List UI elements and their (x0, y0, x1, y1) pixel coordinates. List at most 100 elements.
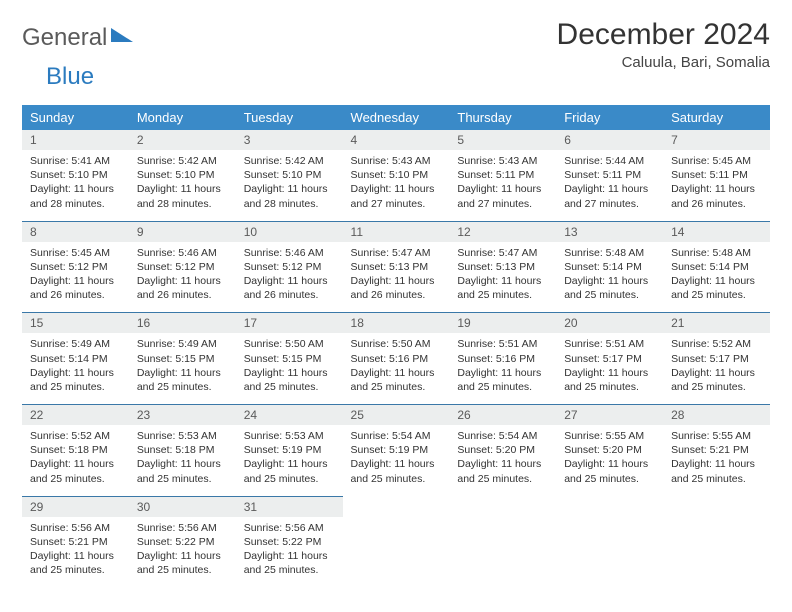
calendar-cell: 4Sunrise: 5:43 AMSunset: 5:10 PMDaylight… (343, 130, 450, 221)
day-number: 17 (236, 312, 343, 333)
day-number: 13 (556, 221, 663, 242)
sunrise-line: Sunrise: 5:45 AM (30, 246, 121, 260)
sunset-line: Sunset: 5:15 PM (137, 352, 228, 366)
day-number: 19 (449, 312, 556, 333)
calendar-cell: 24Sunrise: 5:53 AMSunset: 5:19 PMDayligh… (236, 404, 343, 496)
calendar-cell: 25 Sunrise: 5:54 AMSunset: 5:19 PMDayligh… (343, 404, 450, 496)
day-details: Sunrise: 5:53 AMSunset: 5:19 PMDaylight:… (236, 425, 343, 496)
sunset-line: Sunset: 5:22 PM (137, 535, 228, 549)
day-number: 30 (129, 496, 236, 517)
calendar-cell: 1Sunrise: 5:41 AMSunset: 5:10 PMDaylight… (22, 130, 129, 221)
sunset-line: Sunset: 5:11 PM (457, 168, 548, 182)
daylight-line: Daylight: 11 hours and 26 minutes. (351, 274, 442, 302)
day-details: Sunrise: 5:44 AMSunset: 5:11 PMDaylight:… (556, 150, 663, 221)
day-number: 6 (556, 130, 663, 150)
sunrise-line: Sunrise: 5:42 AM (244, 154, 335, 168)
sunrise-line: Sunrise: 5:42 AM (137, 154, 228, 168)
sunset-line: Sunset: 5:14 PM (671, 260, 762, 274)
sunrise-line: Sunrise: 5:44 AM (564, 154, 655, 168)
day-number: 23 (129, 404, 236, 425)
day-number: 10 (236, 221, 343, 242)
day-details: Sunrise: 5:48 AMSunset: 5:14 PMDaylight:… (556, 242, 663, 313)
calendar-cell: 14Sunrise: 5:48 AMSunset: 5:14 PMDayligh… (663, 221, 770, 313)
day-header-sunday: Sunday (22, 105, 129, 130)
sunrise-line: Sunrise: 5:52 AM (671, 337, 762, 351)
day-number: 31 (236, 496, 343, 517)
sunset-line: Sunset: 5:13 PM (457, 260, 548, 274)
sunset-line: Sunset: 5:17 PM (671, 352, 762, 366)
day-details: Sunrise: 5:49 AMSunset: 5:15 PMDaylight:… (129, 333, 236, 404)
calendar-cell: 6Sunrise: 5:44 AMSunset: 5:11 PMDaylight… (556, 130, 663, 221)
daylight-line: Daylight: 11 hours and 25 minutes. (30, 366, 121, 394)
daylight-line: Daylight: 11 hours and 28 minutes. (244, 182, 335, 210)
calendar-cell: 23Sunrise: 5:53 AMSunset: 5:18 PMDayligh… (129, 404, 236, 496)
sunset-line: Sunset: 5:17 PM (564, 352, 655, 366)
sunset-line: Sunset: 5:16 PM (457, 352, 548, 366)
daylight-line: Daylight: 11 hours and 25 minutes. (564, 274, 655, 302)
logo: General (22, 18, 135, 52)
calendar-cell: 19Sunrise: 5:51 AMSunset: 5:16 PMDayligh… (449, 312, 556, 404)
day-header-tuesday: Tuesday (236, 105, 343, 130)
daylight-line: Daylight: 11 hours and 25 minutes. (244, 549, 335, 577)
day-number: 15 (22, 312, 129, 333)
calendar-week-row: 15Sunrise: 5:49 AMSunset: 5:14 PMDayligh… (22, 312, 770, 404)
day-number: 9 (129, 221, 236, 242)
calendar-cell: .. (556, 496, 663, 588)
calendar-week-row: 22Sunrise: 5:52 AMSunset: 5:18 PMDayligh… (22, 404, 770, 496)
daylight-line: Daylight: 11 hours and 28 minutes. (137, 182, 228, 210)
day-number: 25 (343, 404, 450, 425)
day-details: Sunrise: 5:51 AMSunset: 5:17 PMDaylight:… (556, 333, 663, 404)
sunrise-line: Sunrise: 5:56 AM (137, 521, 228, 535)
daylight-line: Daylight: 11 hours and 25 minutes. (671, 457, 762, 485)
day-details: Sunrise: 5:56 AMSunset: 5:21 PMDaylight:… (22, 517, 129, 588)
day-number: 11 (343, 221, 450, 242)
calendar-cell: 22Sunrise: 5:52 AMSunset: 5:18 PMDayligh… (22, 404, 129, 496)
daylight-line: Daylight: 11 hours and 26 minutes. (137, 274, 228, 302)
title-block: December 2024 Caluula, Bari, Somalia (557, 18, 770, 71)
sunrise-line: Sunrise: 5:41 AM (30, 154, 121, 168)
day-number: 14 (663, 221, 770, 242)
day-header-friday: Friday (556, 105, 663, 130)
daylight-line: Daylight: 11 hours and 25 minutes. (30, 457, 121, 485)
calendar-cell: 21 Sunrise: 5:52 AMSunset: 5:17 PMDayligh… (663, 312, 770, 404)
daylight-line: Daylight: 11 hours and 25 minutes. (351, 366, 442, 394)
day-number: 2 (129, 130, 236, 150)
logo-text-blue: Blue (46, 63, 94, 90)
daylight-line: Daylight: 11 hours and 27 minutes. (457, 182, 548, 210)
daylight-line: Daylight: 11 hours and 26 minutes. (671, 182, 762, 210)
day-number: 5 (449, 130, 556, 150)
sunrise-line: Sunrise: 5:55 AM (564, 429, 655, 443)
daylight-line: Daylight: 11 hours and 28 minutes. (30, 182, 121, 210)
day-number: 12 (449, 221, 556, 242)
sunrise-line: Sunrise: 5:50 AM (244, 337, 335, 351)
day-number: 7 (663, 130, 770, 150)
calendar-cell: 12Sunrise: 5:47 AMSunset: 5:13 PMDayligh… (449, 221, 556, 313)
sunset-line: Sunset: 5:10 PM (30, 168, 121, 182)
sunset-line: Sunset: 5:19 PM (351, 443, 442, 457)
daylight-line: Daylight: 11 hours and 25 minutes. (351, 457, 442, 485)
day-number: 26 (449, 404, 556, 425)
calendar-cell: 3Sunrise: 5:42 AMSunset: 5:10 PMDaylight… (236, 130, 343, 221)
sunrise-line: Sunrise: 5:52 AM (30, 429, 121, 443)
sunrise-line: Sunrise: 5:55 AM (671, 429, 762, 443)
day-details: Sunrise: 5:53 AMSunset: 5:18 PMDaylight:… (129, 425, 236, 496)
calendar-cell: 11Sunrise: 5:47 AMSunset: 5:13 PMDayligh… (343, 221, 450, 313)
daylight-line: Daylight: 11 hours and 25 minutes. (30, 549, 121, 577)
sunset-line: Sunset: 5:12 PM (30, 260, 121, 274)
day-details: Sunrise: 5:43 AMSunset: 5:10 PMDaylight:… (343, 150, 450, 221)
calendar-cell: 10Sunrise: 5:46 AMSunset: 5:12 PMDayligh… (236, 221, 343, 313)
sunset-line: Sunset: 5:12 PM (244, 260, 335, 274)
daylight-line: Daylight: 11 hours and 25 minutes. (671, 366, 762, 394)
daylight-line: Daylight: 11 hours and 25 minutes. (671, 274, 762, 302)
sunset-line: Sunset: 5:10 PM (244, 168, 335, 182)
sunrise-line: Sunrise: 5:54 AM (351, 429, 442, 443)
day-details: Sunrise: 5:50 AMSunset: 5:15 PMDaylight:… (236, 333, 343, 404)
sunrise-line: Sunrise: 5:54 AM (457, 429, 548, 443)
day-details: Sunrise: 5:56 AMSunset: 5:22 PMDaylight:… (129, 517, 236, 588)
day-details: Sunrise: 5:52 AMSunset: 5:18 PMDaylight:… (22, 425, 129, 496)
day-number: 21 (663, 312, 770, 333)
day-details: Sunrise: 5:56 AMSunset: 5:22 PMDaylight:… (236, 517, 343, 588)
day-details: Sunrise: 5:42 AMSunset: 5:10 PMDaylight:… (236, 150, 343, 221)
calendar-cell: 20Sunrise: 5:51 AMSunset: 5:17 PMDayligh… (556, 312, 663, 404)
calendar-cell: 16Sunrise: 5:49 AMSunset: 5:15 PMDayligh… (129, 312, 236, 404)
